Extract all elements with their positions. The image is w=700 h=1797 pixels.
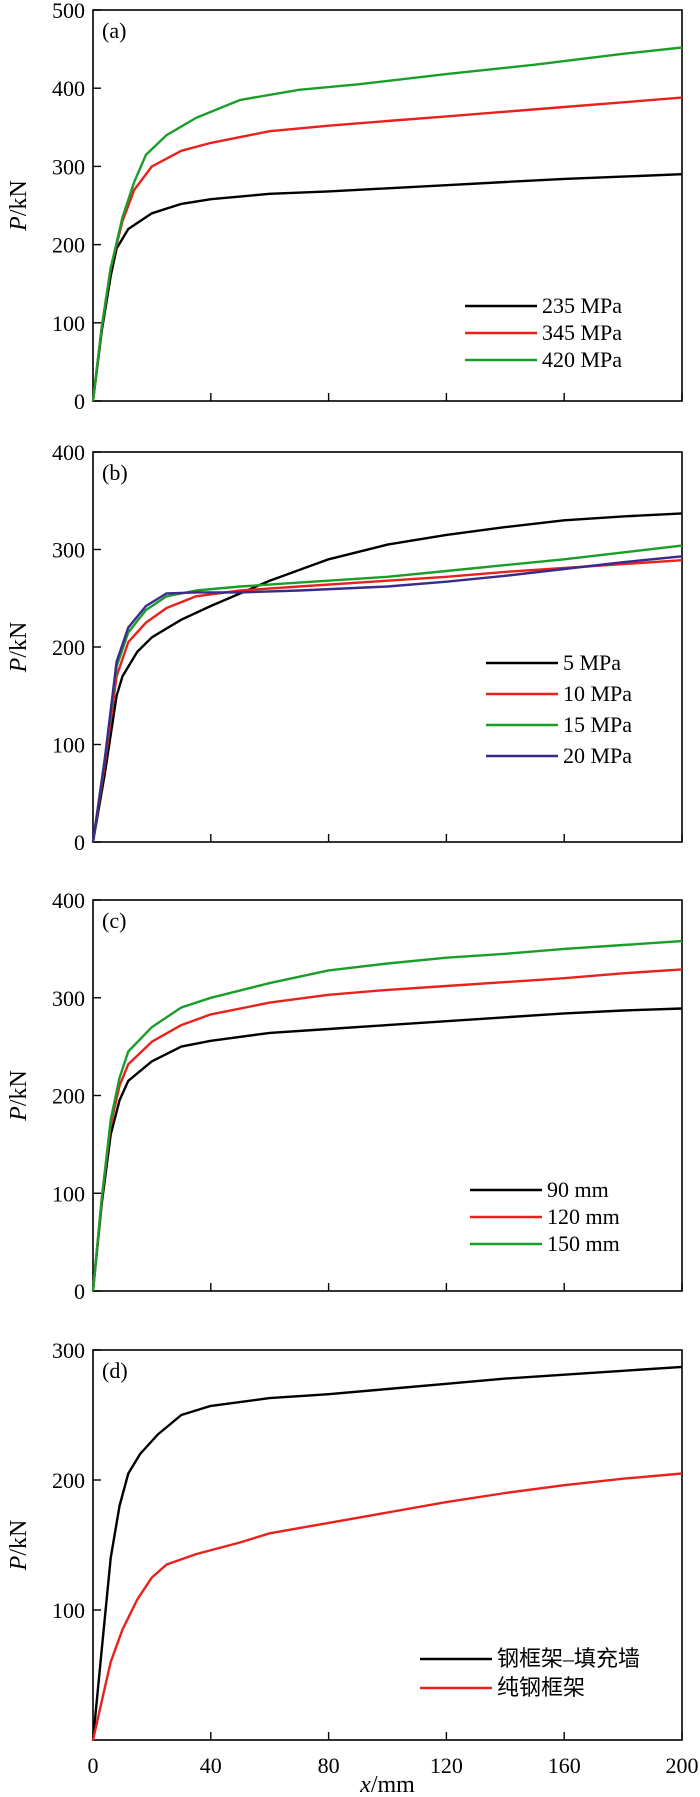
y-tick-label: 200 (52, 635, 85, 660)
legend-label: 90 mm (547, 1177, 609, 1202)
legend-label: 420 MPa (542, 347, 622, 372)
legend-label: 150 mm (547, 1231, 620, 1256)
series-line-1 (91, 1365, 683, 1741)
y-tick-label: 500 (52, 0, 85, 23)
chart-panel-4: 100 200 300 0 40 80 120 160 200 (d) P/kN 钢框架–填充墙纯钢框… (6, 1338, 699, 1797)
y-tick-label: 200 (52, 1084, 85, 1109)
x-tick-label: 120 (430, 1753, 463, 1778)
y-tick-label: 0 (74, 830, 85, 855)
legend-label: 15 MPa (563, 712, 632, 737)
y-tick-label: 100 (52, 733, 85, 758)
y-tick-label: 100 (52, 1181, 85, 1206)
series-line-2 (91, 559, 683, 843)
y-tick-label: 400 (52, 888, 85, 913)
series-line-2 (91, 1472, 683, 1741)
y-tick-label: 400 (52, 76, 85, 101)
series-line-4 (91, 555, 683, 843)
series-line-2 (91, 968, 683, 1292)
x-tick-label: 40 (200, 1753, 222, 1778)
legend-label: 120 mm (547, 1204, 620, 1229)
legend-label: 钢框架–填充墙 (497, 1646, 640, 1671)
y-tick-label: 100 (52, 1598, 85, 1623)
y-axis-label: P/kN (6, 1070, 32, 1122)
legend-label: 345 MPa (542, 320, 622, 345)
y-tick-label: 300 (52, 1338, 85, 1363)
y-tick-label: 400 (52, 440, 85, 465)
y-tick-label: 0 (74, 389, 85, 414)
panel-label: (b) (102, 460, 128, 485)
series-line-1 (91, 512, 683, 843)
x-axis-label: x/mm (359, 1772, 415, 1797)
y-tick-label: 200 (52, 1468, 85, 1493)
y-tick-label: 300 (52, 538, 85, 563)
chart-panel-2: 0 100 200 300 400 (b) P/kN 5 MPa 10 MPa 15 MPa 20 … (6, 440, 683, 855)
y-axis-label: P/kN (6, 180, 32, 232)
plot-frame (92, 451, 683, 843)
y-tick-label: 0 (74, 1279, 85, 1304)
series-line-1 (91, 173, 683, 402)
y-tick-label: 200 (52, 233, 85, 258)
series-line-3 (91, 939, 683, 1292)
series-line-3 (91, 46, 683, 402)
legend-label: 5 MPa (563, 650, 621, 675)
x-tick-label: 160 (548, 1753, 581, 1778)
plot-frame (92, 9, 683, 402)
plot-frame (92, 1349, 683, 1741)
y-tick-label: 100 (52, 311, 85, 336)
x-tick-label: 80 (318, 1753, 340, 1778)
y-axis-label: P/kN (6, 622, 32, 674)
y-tick-label: 300 (52, 154, 85, 179)
legend-label: 20 MPa (563, 743, 632, 768)
panel-label: (d) (102, 1358, 128, 1383)
panel-label: (a) (102, 18, 126, 43)
y-axis-label: P/kN (6, 1520, 32, 1572)
legend-label: 235 MPa (542, 293, 622, 318)
series-line-3 (91, 544, 683, 843)
legend-label: 10 MPa (563, 681, 632, 706)
x-tick-label: 0 (88, 1753, 99, 1778)
series-line-1 (91, 1007, 683, 1292)
y-tick-label: 300 (52, 986, 85, 1011)
panel-label: (c) (102, 908, 126, 933)
legend-label: 纯钢框架 (497, 1675, 585, 1700)
x-tick-label: 200 (666, 1753, 699, 1778)
